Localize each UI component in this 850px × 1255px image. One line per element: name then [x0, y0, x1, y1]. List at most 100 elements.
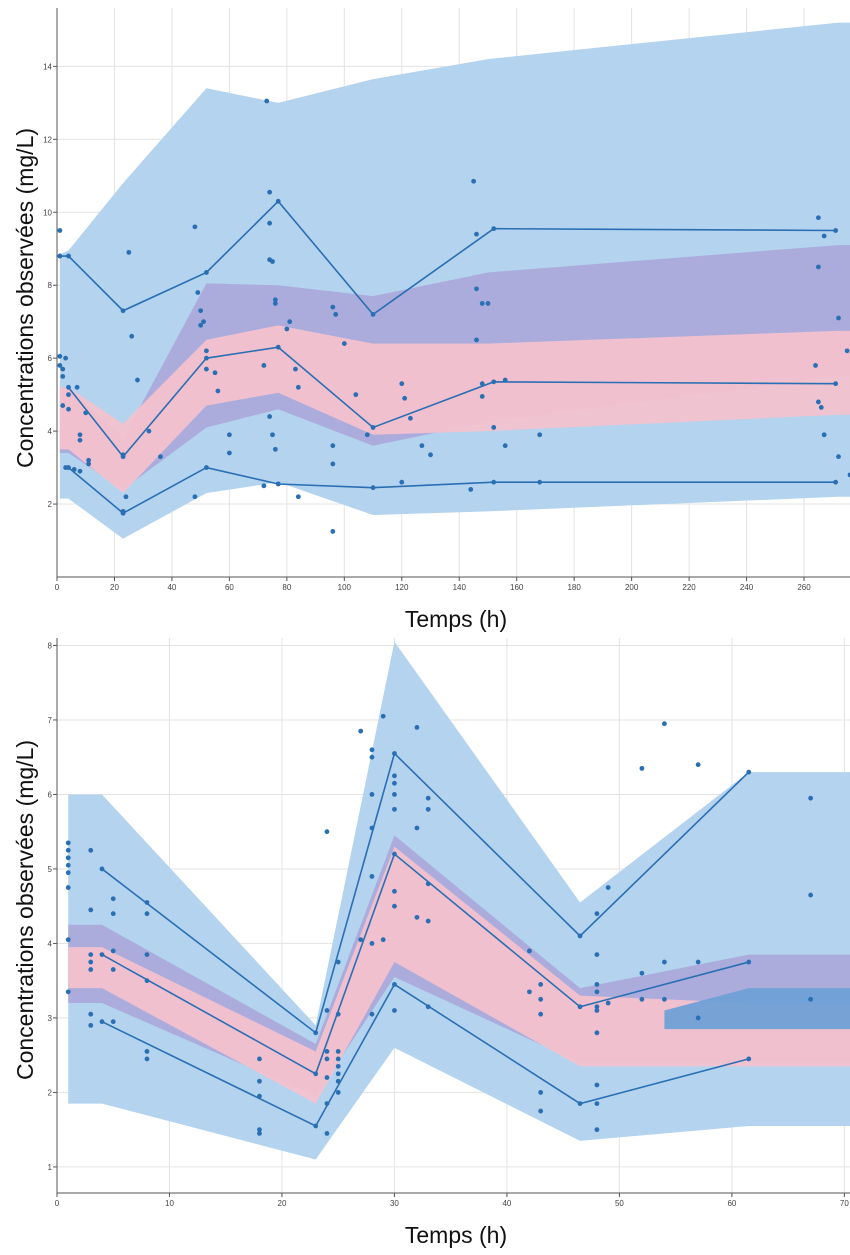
- prediction-band-pink: [68, 846, 850, 1104]
- observation-point: [380, 937, 386, 943]
- observation-point: [369, 941, 375, 946]
- observation-point: [594, 1082, 600, 1088]
- line-vertex: [577, 1101, 583, 1107]
- observation-point: [226, 432, 232, 438]
- observation-point: [257, 1056, 262, 1062]
- observation-point: [594, 1004, 600, 1010]
- observation-point: [369, 873, 375, 879]
- observation-point: [272, 297, 278, 303]
- observation-point: [471, 178, 477, 184]
- x-axis-title: Temps (h): [405, 1222, 507, 1248]
- line-vertex: [370, 425, 376, 430]
- x-tick-label: 0: [55, 1199, 60, 1208]
- observation-point: [527, 948, 532, 954]
- observation-point: [192, 224, 198, 230]
- observation-point: [425, 918, 431, 924]
- observation-point: [392, 806, 397, 812]
- observation-point: [369, 754, 375, 760]
- observation-point: [204, 348, 209, 354]
- observation-point: [335, 1011, 341, 1017]
- observation-point: [808, 795, 814, 801]
- observation-point: [425, 795, 431, 801]
- x-tick-label: 80: [282, 583, 291, 592]
- observation-point: [662, 959, 667, 965]
- observation-point: [479, 394, 485, 399]
- line-vertex: [833, 228, 839, 233]
- observation-point: [257, 1131, 262, 1136]
- line-vertex: [275, 198, 281, 204]
- line-vertex: [204, 355, 209, 361]
- observation-point: [358, 937, 364, 943]
- observation-point: [226, 450, 232, 456]
- axes: [56, 638, 850, 1194]
- observation-point: [479, 301, 485, 306]
- observation-point: [330, 529, 336, 534]
- observation-point: [57, 353, 63, 359]
- chart-panel-2: 0 10 20 30 40 50 60 70 1 2 3 4 5 6 7 8 Concentrations …: [12, 638, 850, 1248]
- observation-point: [129, 333, 135, 339]
- observation-point: [380, 713, 386, 719]
- observation-point: [594, 989, 600, 995]
- observation-point: [425, 1004, 431, 1010]
- observation-point: [110, 896, 116, 902]
- observation-point: [537, 432, 543, 438]
- observation-point: [538, 996, 544, 1002]
- observation-point: [295, 494, 301, 500]
- observation-point: [330, 304, 336, 310]
- observation-point: [60, 366, 66, 372]
- x-tick-label: 260: [797, 583, 811, 592]
- y-tick-label: 2: [48, 1088, 53, 1097]
- observed-points: [57, 98, 850, 534]
- observation-point: [88, 959, 94, 965]
- observation-point: [594, 1008, 600, 1013]
- observation-point: [369, 747, 375, 753]
- observation-point: [662, 721, 667, 727]
- observation-point: [538, 982, 544, 987]
- observation-point: [110, 948, 116, 954]
- line-vertex: [275, 344, 281, 350]
- x-tick-label: 40: [167, 583, 176, 592]
- observation-point: [65, 870, 71, 876]
- observation-point: [537, 479, 543, 485]
- observation-point: [392, 903, 397, 909]
- observation-point: [65, 840, 71, 846]
- line-vertex: [746, 769, 752, 775]
- observation-point: [808, 996, 814, 1002]
- observation-point: [65, 989, 71, 995]
- observation-point: [261, 363, 267, 368]
- observation-point: [474, 286, 479, 292]
- observation-point: [808, 892, 814, 898]
- observation-point: [815, 215, 821, 221]
- series-lines: [99, 751, 752, 1129]
- observation-point: [65, 847, 71, 853]
- observation-point: [392, 792, 397, 797]
- line-vertex: [313, 1071, 319, 1077]
- observation-point: [324, 1008, 330, 1013]
- observation-point: [195, 290, 201, 295]
- percentile-bands: [59, 22, 850, 539]
- observation-point: [86, 457, 92, 463]
- observation-point: [333, 311, 339, 317]
- observation-point: [144, 911, 150, 917]
- observation-point: [414, 825, 420, 831]
- line-vertex: [370, 485, 376, 491]
- observation-point: [335, 1063, 341, 1069]
- line-vertex: [204, 270, 209, 275]
- y-tick-label: 6: [48, 354, 53, 363]
- observation-point: [468, 487, 474, 492]
- observation-point: [538, 1011, 544, 1017]
- observation-point: [144, 1049, 150, 1054]
- observation-point: [324, 1049, 330, 1054]
- observation-point: [198, 322, 204, 328]
- line-vertex: [99, 1019, 105, 1025]
- observation-point: [502, 377, 508, 383]
- observation-point: [267, 414, 273, 419]
- observation-point: [110, 911, 116, 917]
- observation-point: [538, 1108, 544, 1114]
- observation-point: [341, 341, 347, 346]
- observation-point: [57, 228, 63, 233]
- observation-point: [144, 1056, 150, 1062]
- observation-point: [77, 468, 83, 474]
- y-tick-label: 4: [48, 939, 53, 948]
